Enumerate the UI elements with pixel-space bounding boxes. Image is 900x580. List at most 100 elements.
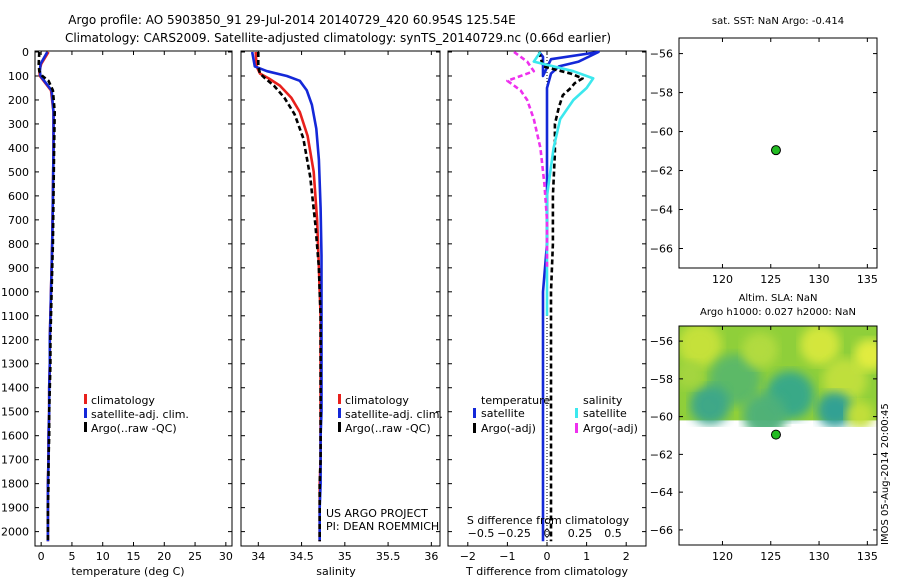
y-tick-label: −56	[650, 48, 673, 61]
y-tick-label: −62	[650, 165, 673, 178]
legend-label: climatology	[91, 394, 155, 407]
sst-map-panel: 120 125 130 135 −56 −58 −60 −62 −64 −66	[650, 37, 878, 286]
legend-swatch	[575, 423, 578, 433]
map-frame	[678, 37, 878, 269]
legend-title: temperature	[481, 394, 550, 407]
x-tick-label: 130	[809, 550, 830, 563]
x-tick-label: 34.5	[289, 550, 314, 563]
project-annotation-line2: PI: DEAN ROEMMICH	[326, 520, 439, 533]
project-annotation-line1: US ARGO PROJECT	[326, 507, 428, 520]
legend-label: climatology	[345, 394, 409, 407]
y-tick-label: −62	[650, 448, 673, 461]
y-tick-label: −58	[650, 373, 673, 386]
legend-swatch	[338, 394, 341, 404]
heatmap-cell	[846, 401, 874, 427]
series-line	[537, 51, 584, 542]
series-line	[256, 52, 322, 542]
heatmap-cell	[854, 339, 877, 371]
x-tick-label: 0	[38, 550, 45, 563]
x-tick-label: 135	[857, 273, 878, 286]
x-tick-label: 35.5	[376, 550, 401, 563]
legend-label: Argo(..raw -QC)	[345, 422, 431, 435]
map-frame	[678, 325, 878, 546]
heatmap-cell	[743, 393, 787, 427]
x-tick-label: 35	[338, 550, 352, 563]
s-tick-label: −0.25	[497, 527, 531, 540]
y-tick-label: 500	[8, 166, 29, 179]
x-tick-label: 125	[760, 273, 781, 286]
x-tick-label: 130	[809, 273, 830, 286]
s-tick-label: 0	[544, 527, 551, 540]
x-tick-label: −2	[460, 550, 476, 563]
legend-swatch	[338, 408, 341, 418]
y-tick-label: 1500	[1, 406, 29, 419]
x-tick-label: 36	[424, 550, 438, 563]
sla-map-title-line2: Argo h1000: 0.027 h2000: NaN	[700, 307, 856, 318]
x-tick-label: 120	[712, 550, 733, 563]
y-tick-label: 400	[8, 142, 29, 155]
heatmap-cell	[817, 392, 853, 427]
y-tick-label: 1800	[1, 478, 29, 491]
legend-label: satellite-adj. clim.	[345, 408, 443, 421]
x-tick-label: 2	[623, 550, 630, 563]
y-tick-label: 1300	[1, 358, 29, 371]
plot-frame	[34, 50, 233, 547]
temperature-panel: 0 5 10 15 20 25 300100200300400500600700800900…	[1, 46, 233, 563]
heatmap-cell	[679, 326, 722, 367]
legend-swatch	[84, 408, 87, 418]
difference-panel: −2 −1 0 1 2 −0.5 −0.25 0 0.25 0.5 temperature salin…	[447, 50, 647, 563]
title-line1: Argo profile: AO 5903850_91 29-Jul-2014 …	[68, 13, 515, 27]
plot-frame	[240, 50, 441, 547]
x-tick-label: 135	[857, 550, 878, 563]
x-tick-label: 15	[127, 550, 141, 563]
y-tick-label: 1000	[1, 286, 29, 299]
y-tick-label: 700	[8, 214, 29, 227]
y-tick-label: 1100	[1, 310, 29, 323]
x-tick-label: 125	[760, 550, 781, 563]
x-tick-label: 20	[157, 550, 171, 563]
s-tick-label: 0.5	[604, 527, 622, 540]
y-tick-label: 200	[8, 94, 29, 107]
y-tick-label: 900	[8, 262, 29, 275]
series-line	[250, 51, 323, 542]
series-line	[538, 50, 600, 542]
y-tick-label: 1200	[1, 334, 29, 347]
salinity-panel: 34 34.5 35 35.5 36 climatologysatellite-adj. …	[240, 50, 443, 563]
legend-label: satellite	[481, 407, 525, 420]
series-line	[506, 50, 549, 268]
y-tick-label: −66	[650, 243, 673, 256]
argo-location-point	[770, 429, 781, 440]
difference-xlabel: T difference from climatology	[465, 565, 628, 578]
series-line	[532, 51, 595, 316]
y-tick-label: −60	[650, 411, 673, 424]
x-tick-label: −1	[499, 550, 515, 563]
legend-swatch	[84, 422, 87, 432]
x-tick-label: 120	[712, 273, 733, 286]
sla-map-panel: 120 125 130 135 −56 −58 −60 −62 −64 −66	[650, 325, 878, 563]
y-tick-label: 2000	[1, 526, 29, 539]
legend-label: satellite-adj. clim.	[91, 408, 189, 421]
x-tick-label: 34	[251, 550, 265, 563]
s-tick-label: −0.5	[468, 527, 495, 540]
x-tick-label: 10	[96, 550, 110, 563]
y-tick-label: 300	[8, 118, 29, 131]
sst-map-title: sat. SST: NaN Argo: -0.414	[712, 16, 844, 27]
legend-label: Argo(..raw -QC)	[91, 422, 177, 435]
difference-top-label: S difference from climatology	[467, 514, 630, 527]
series-line	[254, 51, 322, 542]
y-tick-label: −64	[650, 486, 673, 499]
side-stamp: IMOS 05-Aug-2014 20:00:45	[880, 403, 891, 545]
argo-location-point	[770, 145, 781, 156]
x-tick-label: 1	[583, 550, 590, 563]
y-tick-label: 600	[8, 190, 29, 203]
heatmap-cell	[742, 332, 778, 368]
legend-label: satellite	[583, 407, 627, 420]
y-tick-label: 1900	[1, 502, 29, 515]
x-tick-label: 25	[188, 550, 202, 563]
legend-label: Argo(-adj)	[481, 422, 536, 435]
heatmap-cell	[823, 358, 867, 402]
temperature-xlabel: temperature (deg C)	[71, 565, 184, 578]
legend-swatch	[575, 408, 578, 418]
x-tick-label: 5	[68, 550, 75, 563]
